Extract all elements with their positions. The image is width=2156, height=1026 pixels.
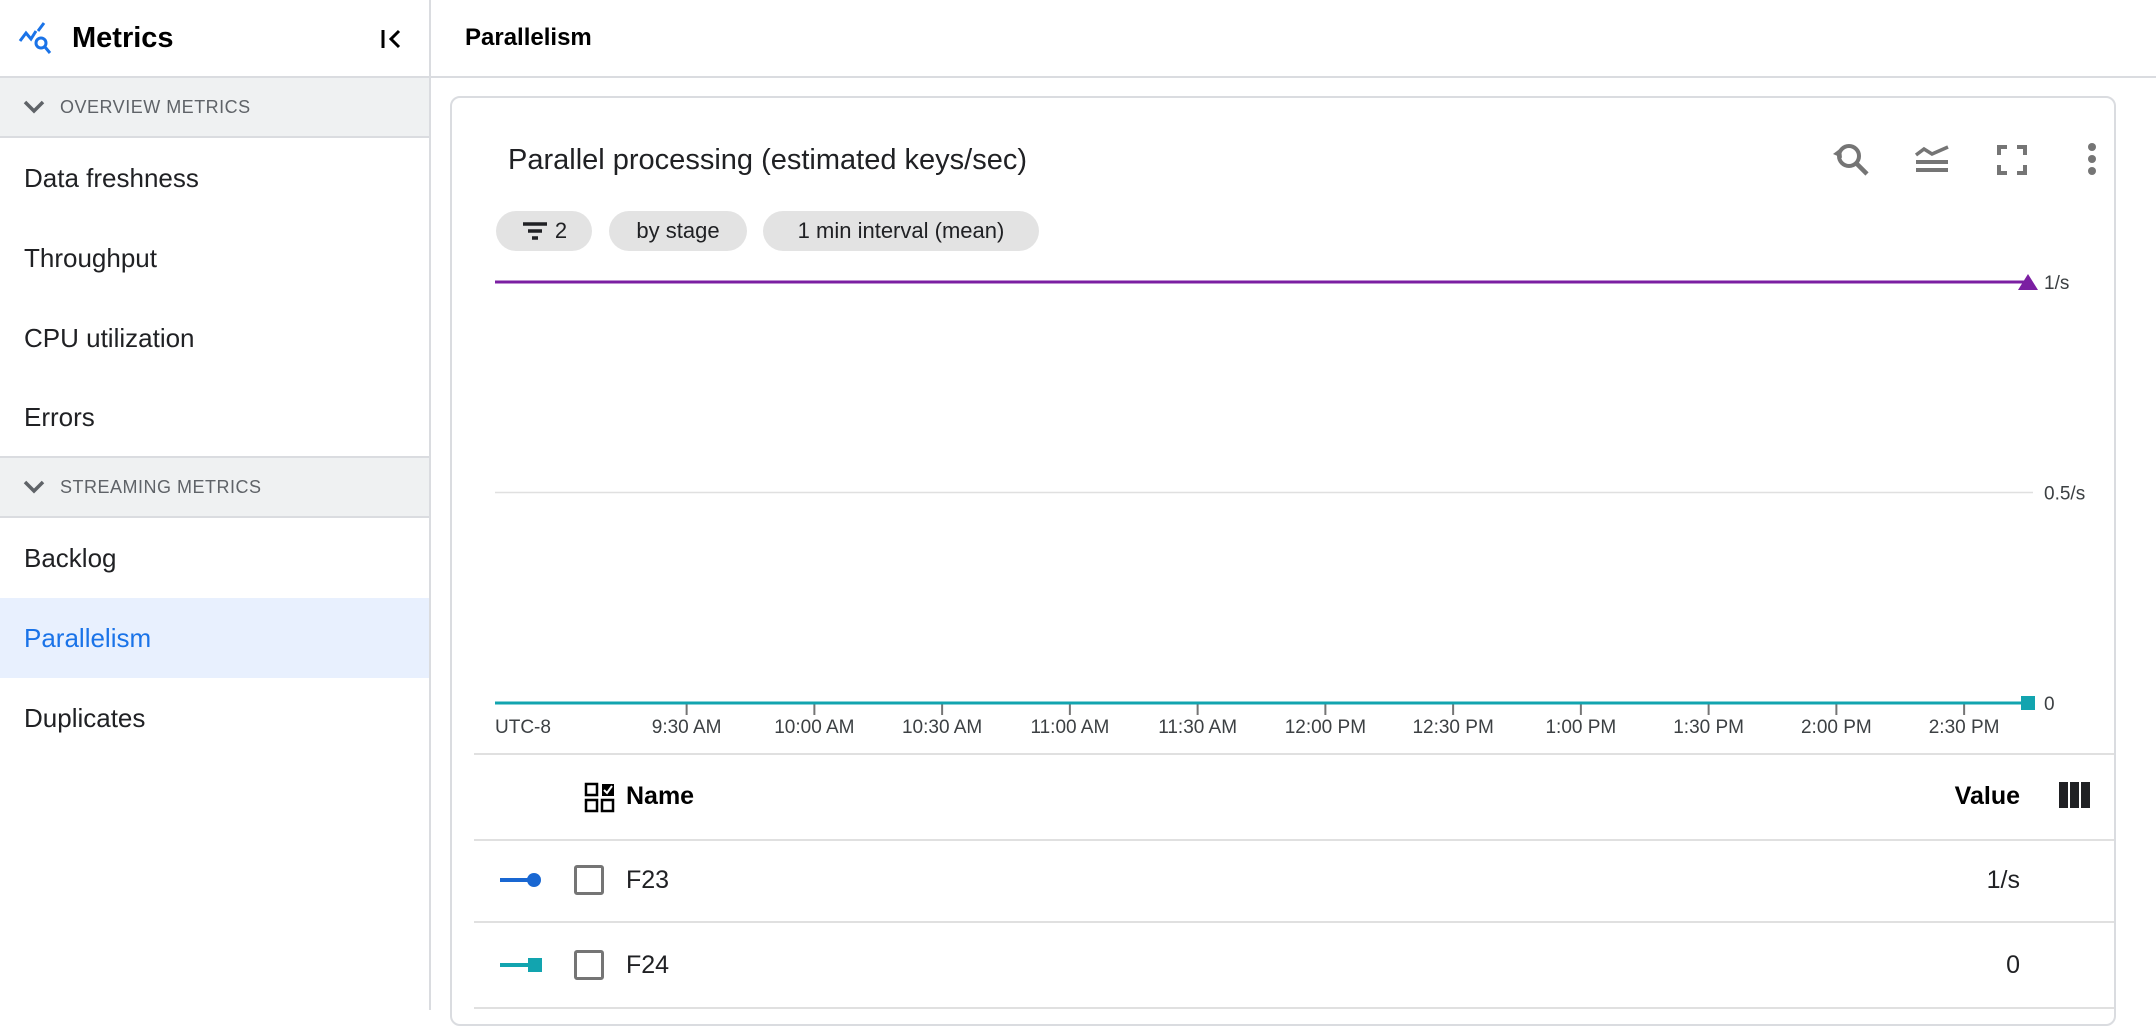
x-tick-label: 10:30 AM [902, 717, 982, 738]
divider [474, 921, 2114, 923]
sidebar-item-parallelism[interactable]: Parallelism [0, 598, 429, 678]
x-tick-label: 9:30 AM [652, 717, 722, 738]
section-label: STREAMING METRICS [60, 476, 262, 497]
x-tick-label: 2:30 PM [1929, 717, 2000, 738]
row-value: 0 [2006, 951, 2020, 979]
sidebar-item-cpu-utilization[interactable]: CPU utilization [24, 322, 195, 353]
divider [474, 753, 2114, 755]
y-tick-label: 0.5/s [2044, 484, 2085, 505]
sidebar-header: Metrics [0, 0, 429, 78]
sidebar-item-duplicates[interactable]: Duplicates [24, 702, 146, 733]
series-marker-F24 [2021, 696, 2035, 710]
select-columns-icon[interactable] [584, 782, 616, 814]
y-tick-label: 0 [2044, 694, 2055, 715]
sidebar-item-data-freshness[interactable]: Data freshness [24, 162, 199, 193]
sidebar: Metrics OVERVIEW METRICS Data freshness … [0, 0, 431, 1010]
chart-title: Parallel processing (estimated keys/sec) [508, 144, 1027, 176]
row-value: 1/s [1986, 866, 2020, 894]
y-tick-label: 1/s [2044, 273, 2069, 294]
legend-square-marker-icon [500, 958, 542, 972]
chart-card: Parallel processing (estimated keys/sec)… [450, 96, 2116, 1026]
x-tick-label: 11:30 AM [1158, 717, 1237, 738]
series-marker-F23 [2018, 274, 2038, 290]
sidebar-title: Metrics [72, 21, 174, 54]
section-streaming-metrics[interactable]: STREAMING METRICS [0, 458, 429, 518]
column-header-name[interactable]: Name [626, 782, 695, 810]
x-tick-label: 12:00 PM [1285, 717, 1366, 738]
timezone-label: UTC-8 [495, 717, 551, 738]
zoom-reset-icon[interactable] [1829, 138, 1873, 182]
metrics-logo-icon [18, 22, 52, 54]
row-checkbox[interactable] [574, 865, 604, 895]
sidebar-item-backlog[interactable]: Backlog [24, 542, 117, 573]
filter-count: 2 [554, 218, 568, 243]
filter-icon [522, 222, 547, 240]
x-tick-label: 1:30 PM [1673, 717, 1744, 738]
page-title: Parallelism [431, 0, 2156, 78]
section-label: OVERVIEW METRICS [60, 96, 251, 117]
x-tick-label: 12:30 PM [1412, 717, 1493, 738]
row-checkbox[interactable] [574, 950, 604, 980]
legend-circle-marker-icon [500, 873, 541, 887]
fullscreen-icon[interactable] [1990, 138, 2034, 182]
columns-icon[interactable] [2058, 781, 2092, 809]
column-header-value[interactable]: Value [1954, 782, 2020, 810]
collapse-sidebar-icon[interactable] [372, 20, 410, 58]
legend-toggle-icon[interactable] [1910, 138, 1954, 182]
chevron-down-icon [23, 100, 45, 114]
sidebar-item-throughput[interactable]: Throughput [24, 242, 157, 273]
filter-chip[interactable]: 2 [496, 211, 592, 251]
row-name: F23 [626, 866, 670, 894]
divider [474, 839, 2114, 841]
row-name: F24 [626, 951, 670, 979]
x-tick-label: 10:00 AM [774, 717, 854, 738]
x-tick-label: 11:00 AM [1030, 717, 1109, 738]
divider [474, 1007, 2114, 1009]
line-chart: 0 0.5/s 1/s UTC-8 9:30 AM 10:00 AM 10:30 AM 11:… [495, 273, 2085, 738]
more-vert-icon[interactable] [2070, 138, 2114, 182]
interval-chip[interactable]: 1 min interval (mean) [763, 211, 1039, 251]
x-tick-label: 1:00 PM [1545, 717, 1616, 738]
chevron-down-icon [23, 480, 45, 494]
sidebar-item-errors[interactable]: Errors [0, 378, 429, 458]
section-overview-metrics[interactable]: OVERVIEW METRICS [0, 78, 429, 138]
x-tick-label: 2:00 PM [1801, 717, 1872, 738]
group-by-chip[interactable]: by stage [609, 211, 747, 251]
